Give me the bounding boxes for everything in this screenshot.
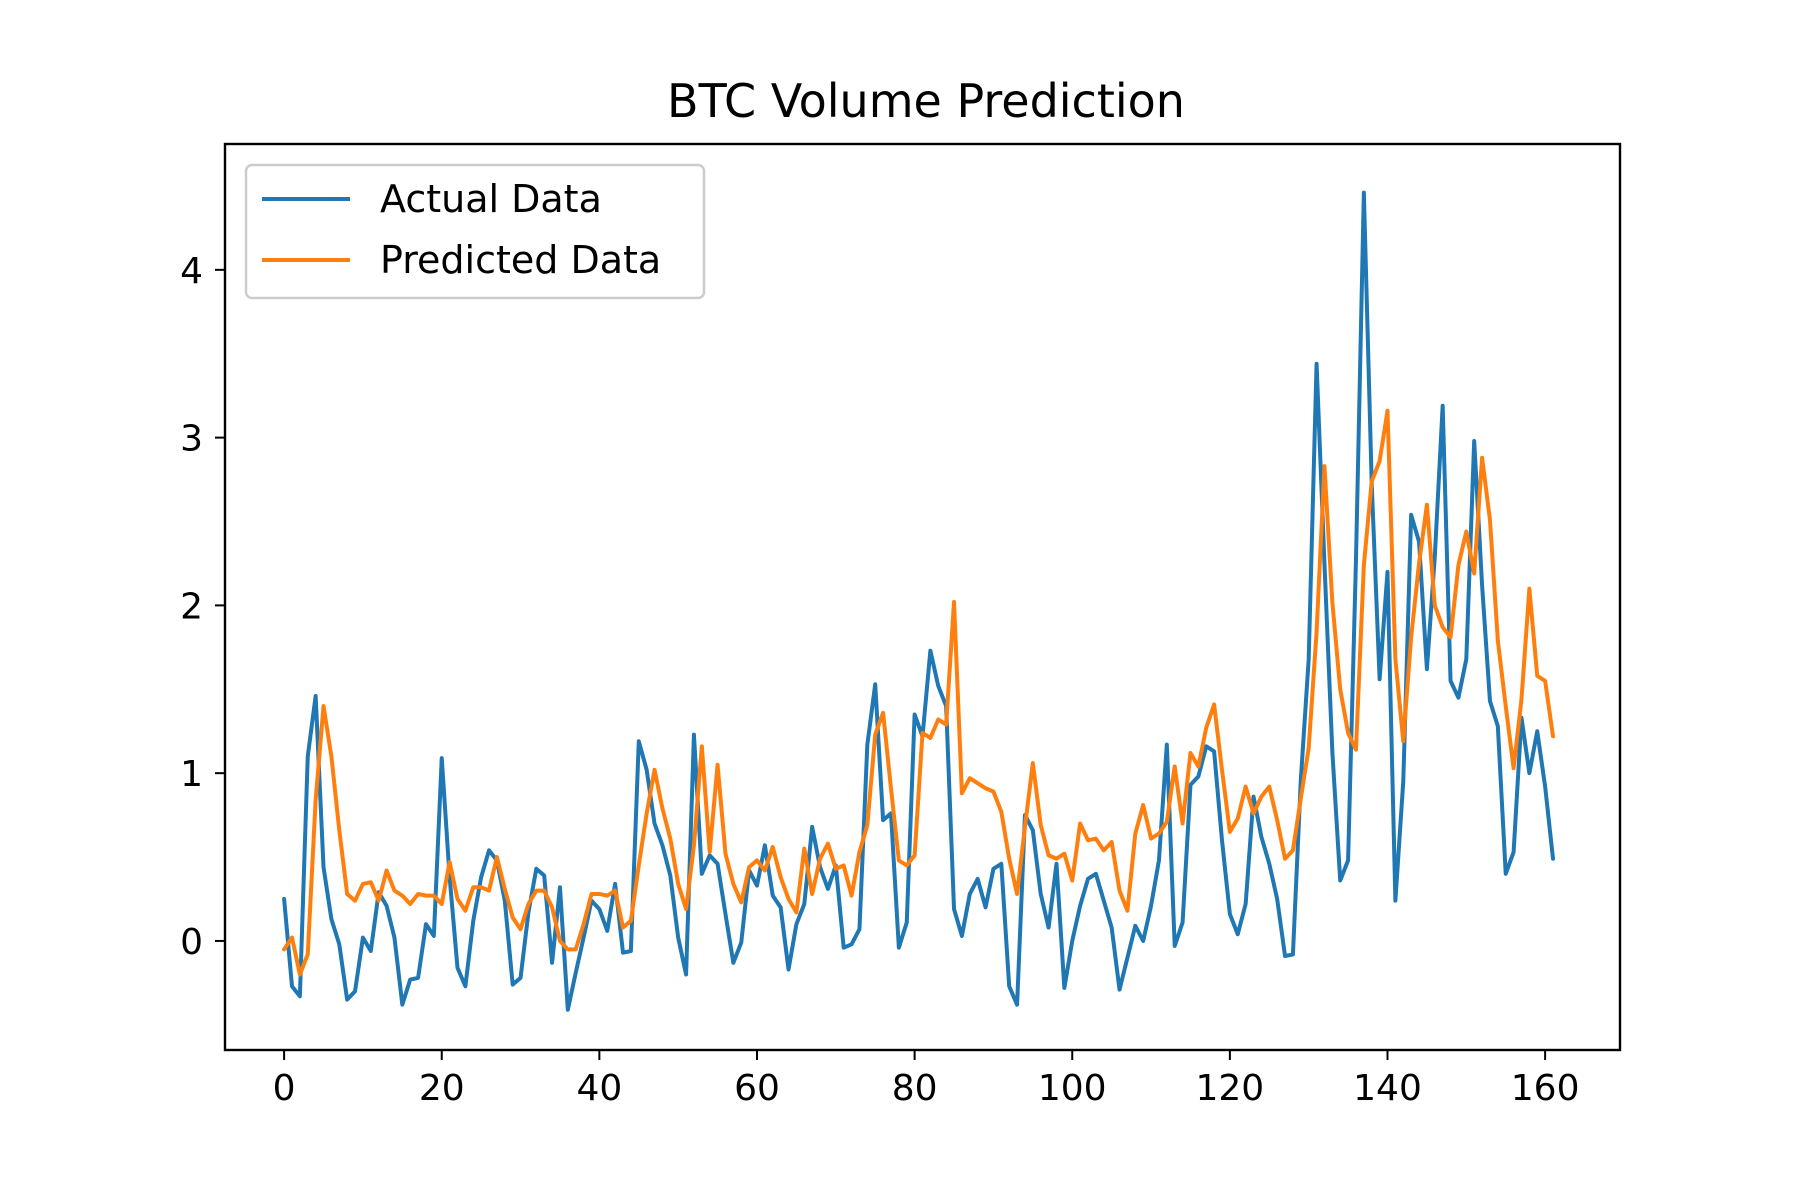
y-tick-label: 4: [180, 251, 203, 292]
x-tick-label: 140: [1353, 1068, 1422, 1109]
x-tick-label: 120: [1196, 1068, 1265, 1109]
plot-area-frame: [223, 142, 1622, 1052]
x-tick-label: 100: [1038, 1068, 1107, 1109]
y-tick-label: 0: [180, 922, 203, 963]
y-tick-label: 2: [180, 586, 203, 627]
x-tick-label: 60: [734, 1068, 780, 1109]
x-tick-label: 80: [892, 1068, 938, 1109]
legend: Actual Data Predicted Data: [244, 163, 706, 300]
y-tick-label: 3: [180, 419, 203, 460]
series-line-predicted-data: [282, 408, 1556, 977]
legend-label-actual-data: Actual Data: [380, 177, 602, 221]
x-tick-label: 20: [419, 1068, 465, 1109]
legend-frame: [244, 163, 706, 300]
x-axis: 0 20 40 60 80 100 120 140 160: [273, 1050, 1580, 1109]
x-tick-label: 40: [576, 1068, 622, 1109]
x-tick-label: 160: [1511, 1068, 1580, 1109]
y-axis: 0 1 2 3 4: [180, 251, 225, 963]
chart-title: BTC Volume Prediction: [667, 74, 1185, 128]
y-tick-label: 1: [180, 754, 203, 795]
x-tick-label: 0: [273, 1068, 296, 1109]
legend-label-predicted-data: Predicted Data: [380, 238, 661, 282]
series-layer: [282, 190, 1556, 1012]
